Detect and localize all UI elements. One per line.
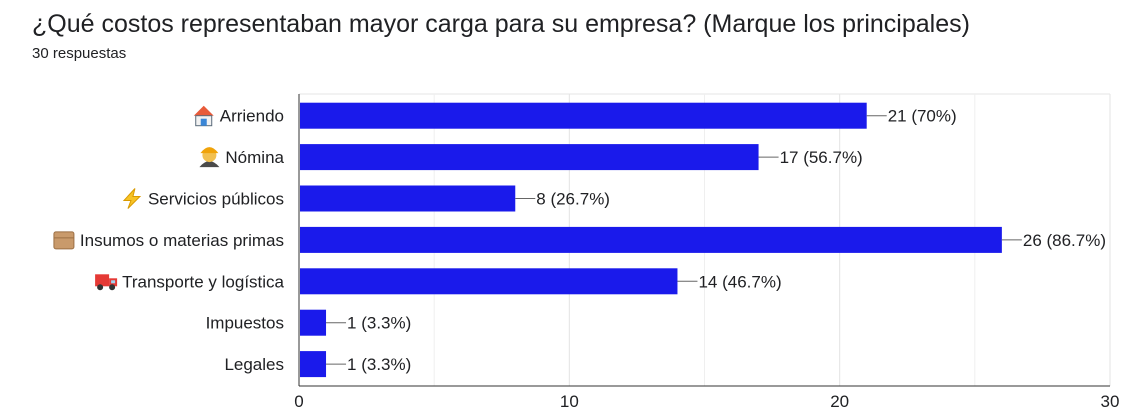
house-icon xyxy=(193,105,214,127)
data-label: 17 (56.7%) xyxy=(780,148,863,167)
data-label: 1 (3.3%) xyxy=(347,314,411,333)
worker-icon xyxy=(199,147,220,168)
category-label: Servicios públicos xyxy=(148,190,284,209)
data-label: 8 (26.7%) xyxy=(536,190,610,209)
x-tick-label: 20 xyxy=(830,392,849,411)
category-label: Nómina xyxy=(225,148,284,167)
data-label: 21 (70%) xyxy=(888,107,957,126)
x-tick-label: 0 xyxy=(294,392,303,411)
x-tick-label: 10 xyxy=(560,392,579,411)
category-label: Impuestos xyxy=(206,314,284,333)
bars-layer xyxy=(300,102,1002,378)
data-label: 26 (86.7%) xyxy=(1023,231,1106,250)
category-label: Legales xyxy=(224,355,284,374)
data-label: 14 (46.7%) xyxy=(698,272,781,291)
chart-title: ¿Qué costos representaban mayor carga pa… xyxy=(32,10,970,38)
lightning-icon xyxy=(122,188,142,209)
category-label: Transporte y logística xyxy=(122,272,284,291)
labels-layer: 21 (70%) Arriendo 17 (56.7%) Nómina 8 (26.7%… xyxy=(53,105,1106,374)
bar[interactable] xyxy=(300,309,327,336)
response-count: 30 respuestas xyxy=(32,45,127,62)
bar[interactable] xyxy=(300,268,678,295)
bar[interactable] xyxy=(300,226,1002,253)
bar[interactable] xyxy=(300,144,759,171)
bar[interactable] xyxy=(300,185,516,212)
data-label: 1 (3.3%) xyxy=(347,355,411,374)
truck-icon xyxy=(95,274,118,291)
x-tick-label: 30 xyxy=(1101,392,1120,411)
category-label: Insumos o materias primas xyxy=(80,231,284,250)
package-icon xyxy=(53,231,75,250)
bar[interactable] xyxy=(300,102,867,129)
bar[interactable] xyxy=(300,351,327,378)
ticks-layer: 0 10 20 30 xyxy=(294,392,1119,411)
category-label: Arriendo xyxy=(220,107,284,126)
